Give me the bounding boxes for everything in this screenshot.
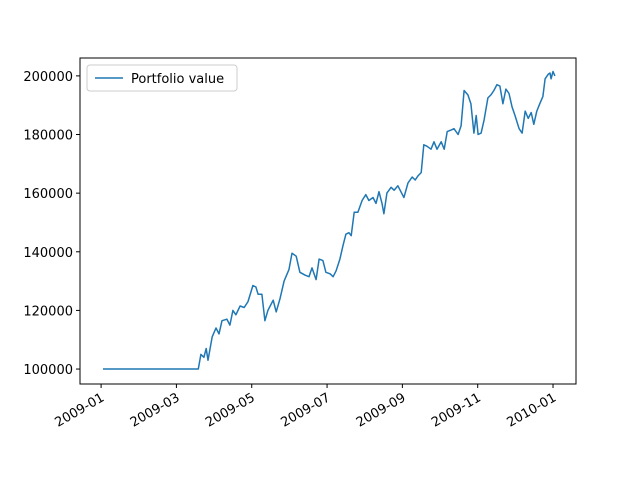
data-line (103, 70, 556, 370)
y-tick-label: 160000 (23, 187, 73, 202)
x-tick-label: 2009-03 (128, 390, 183, 430)
y-tick-label: 140000 (23, 246, 73, 261)
x-tick-label: 2009-05 (203, 390, 258, 430)
legend-box (86, 64, 238, 92)
y-tick-label: 200000 (23, 70, 73, 85)
y-tick-label: 180000 (23, 129, 73, 144)
x-tick-label: 2009-01 (53, 390, 108, 430)
axes-frame (79, 57, 577, 385)
y-tick-label: 100000 (23, 363, 73, 378)
x-tick-label: 2010-01 (504, 390, 559, 430)
x-tick-label: 2009-09 (354, 390, 409, 430)
legend-label: Portfolio value (131, 72, 224, 87)
y-tick-label: 120000 (23, 304, 73, 319)
x-tick-label: 2009-11 (429, 390, 484, 430)
x-tick-label: 2009-07 (279, 390, 334, 430)
